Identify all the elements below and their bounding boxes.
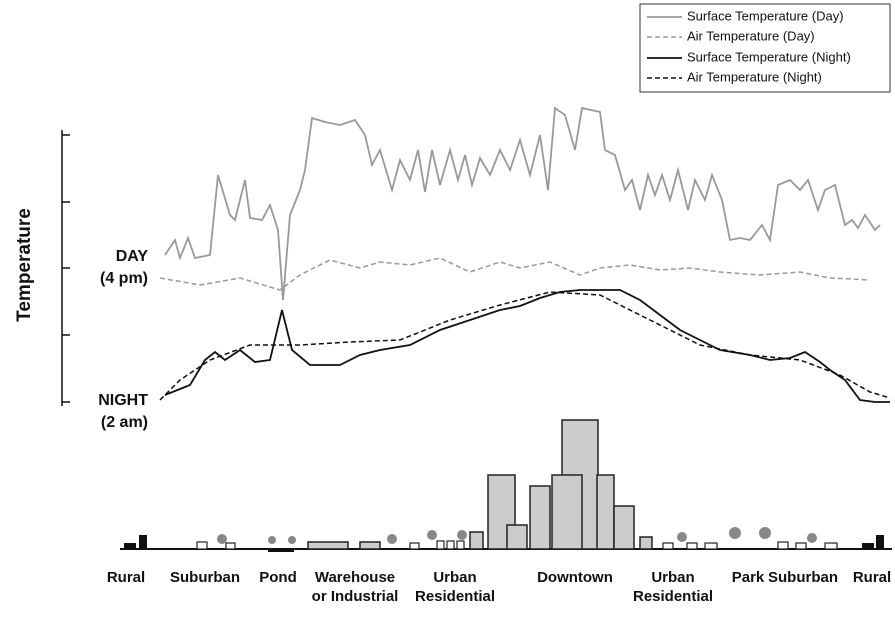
diagram: Surface Temperature (Day) Air Temperatur… [0,0,895,618]
surface-night-line [165,290,890,402]
legend-label: Surface Temperature (Day) [687,8,844,23]
zone-label: Residential [415,588,495,605]
y-axis-label: Temperature [14,208,35,322]
night-label: NIGHT [98,392,148,409]
zone-label: Rural [853,569,891,586]
skyline [120,420,892,552]
zone-label: Rural [107,569,145,586]
zone-label: or Industrial [312,588,399,605]
zone-label: Suburban [768,569,838,586]
legend-label: Air Temperature (Night) [687,69,822,84]
zone-label: Urban [651,569,694,586]
zone-label: Warehouse [315,569,395,586]
air-night-line [160,292,890,400]
day-label: DAY [116,248,149,265]
zone-label: Downtown [537,569,613,586]
surface-day-line [165,108,880,300]
day-label: (4 pm) [100,270,148,287]
legend-label: Air Temperature (Day) [687,28,815,43]
air-day-line [160,258,870,290]
zone-label: Suburban [170,569,240,586]
zone-label: Pond [259,569,297,586]
legend-label: Surface Temperature (Night) [687,49,851,64]
zone-label: Park [732,569,765,586]
night-label: (2 am) [101,414,148,431]
zone-label: Urban [433,569,476,586]
zone-label: Residential [633,588,713,605]
y-axis [62,130,70,406]
zone-labels: Rural Suburban Pond Warehouse or Industrial U… [107,569,891,605]
